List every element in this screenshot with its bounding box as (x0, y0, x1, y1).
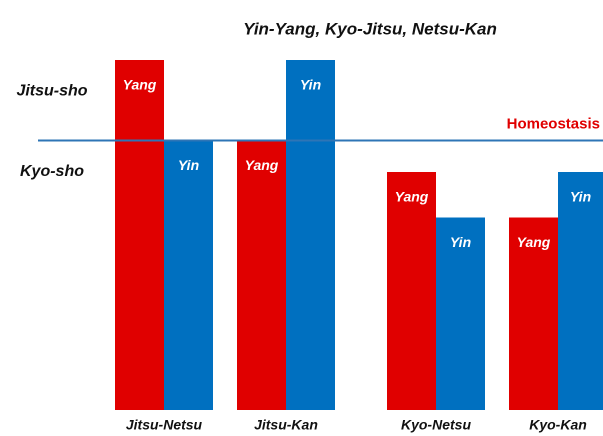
chart-title: Yin-Yang, Kyo-Jitsu, Netsu-Kan (243, 19, 497, 38)
bar (115, 60, 164, 410)
bar (164, 140, 213, 410)
bar-label: Yin (178, 157, 199, 173)
bar-label: Yang (245, 157, 279, 173)
x-tick-label: Jitsu-Netsu (126, 417, 203, 433)
side-label: Kyo-sho (20, 163, 84, 180)
bar (387, 172, 436, 410)
bar-label: Yang (517, 234, 551, 250)
side-label: Jitsu-sho (16, 83, 87, 100)
x-tick-label: Jitsu-Kan (254, 417, 318, 433)
bar-label: Yin (570, 189, 591, 205)
bar (286, 60, 335, 410)
bar (509, 217, 558, 410)
bar (436, 217, 485, 410)
x-tick-label: Kyo-Netsu (401, 417, 471, 433)
reference-label: Homeostasis (507, 115, 600, 132)
bar-label: Yang (123, 77, 157, 93)
bar (558, 172, 603, 410)
bar-label: Yin (300, 77, 321, 93)
bar-label: Yang (395, 189, 429, 205)
x-tick-label: Kyo-Kan (529, 417, 587, 433)
bar (237, 140, 286, 410)
bar-label: Yin (450, 234, 471, 250)
